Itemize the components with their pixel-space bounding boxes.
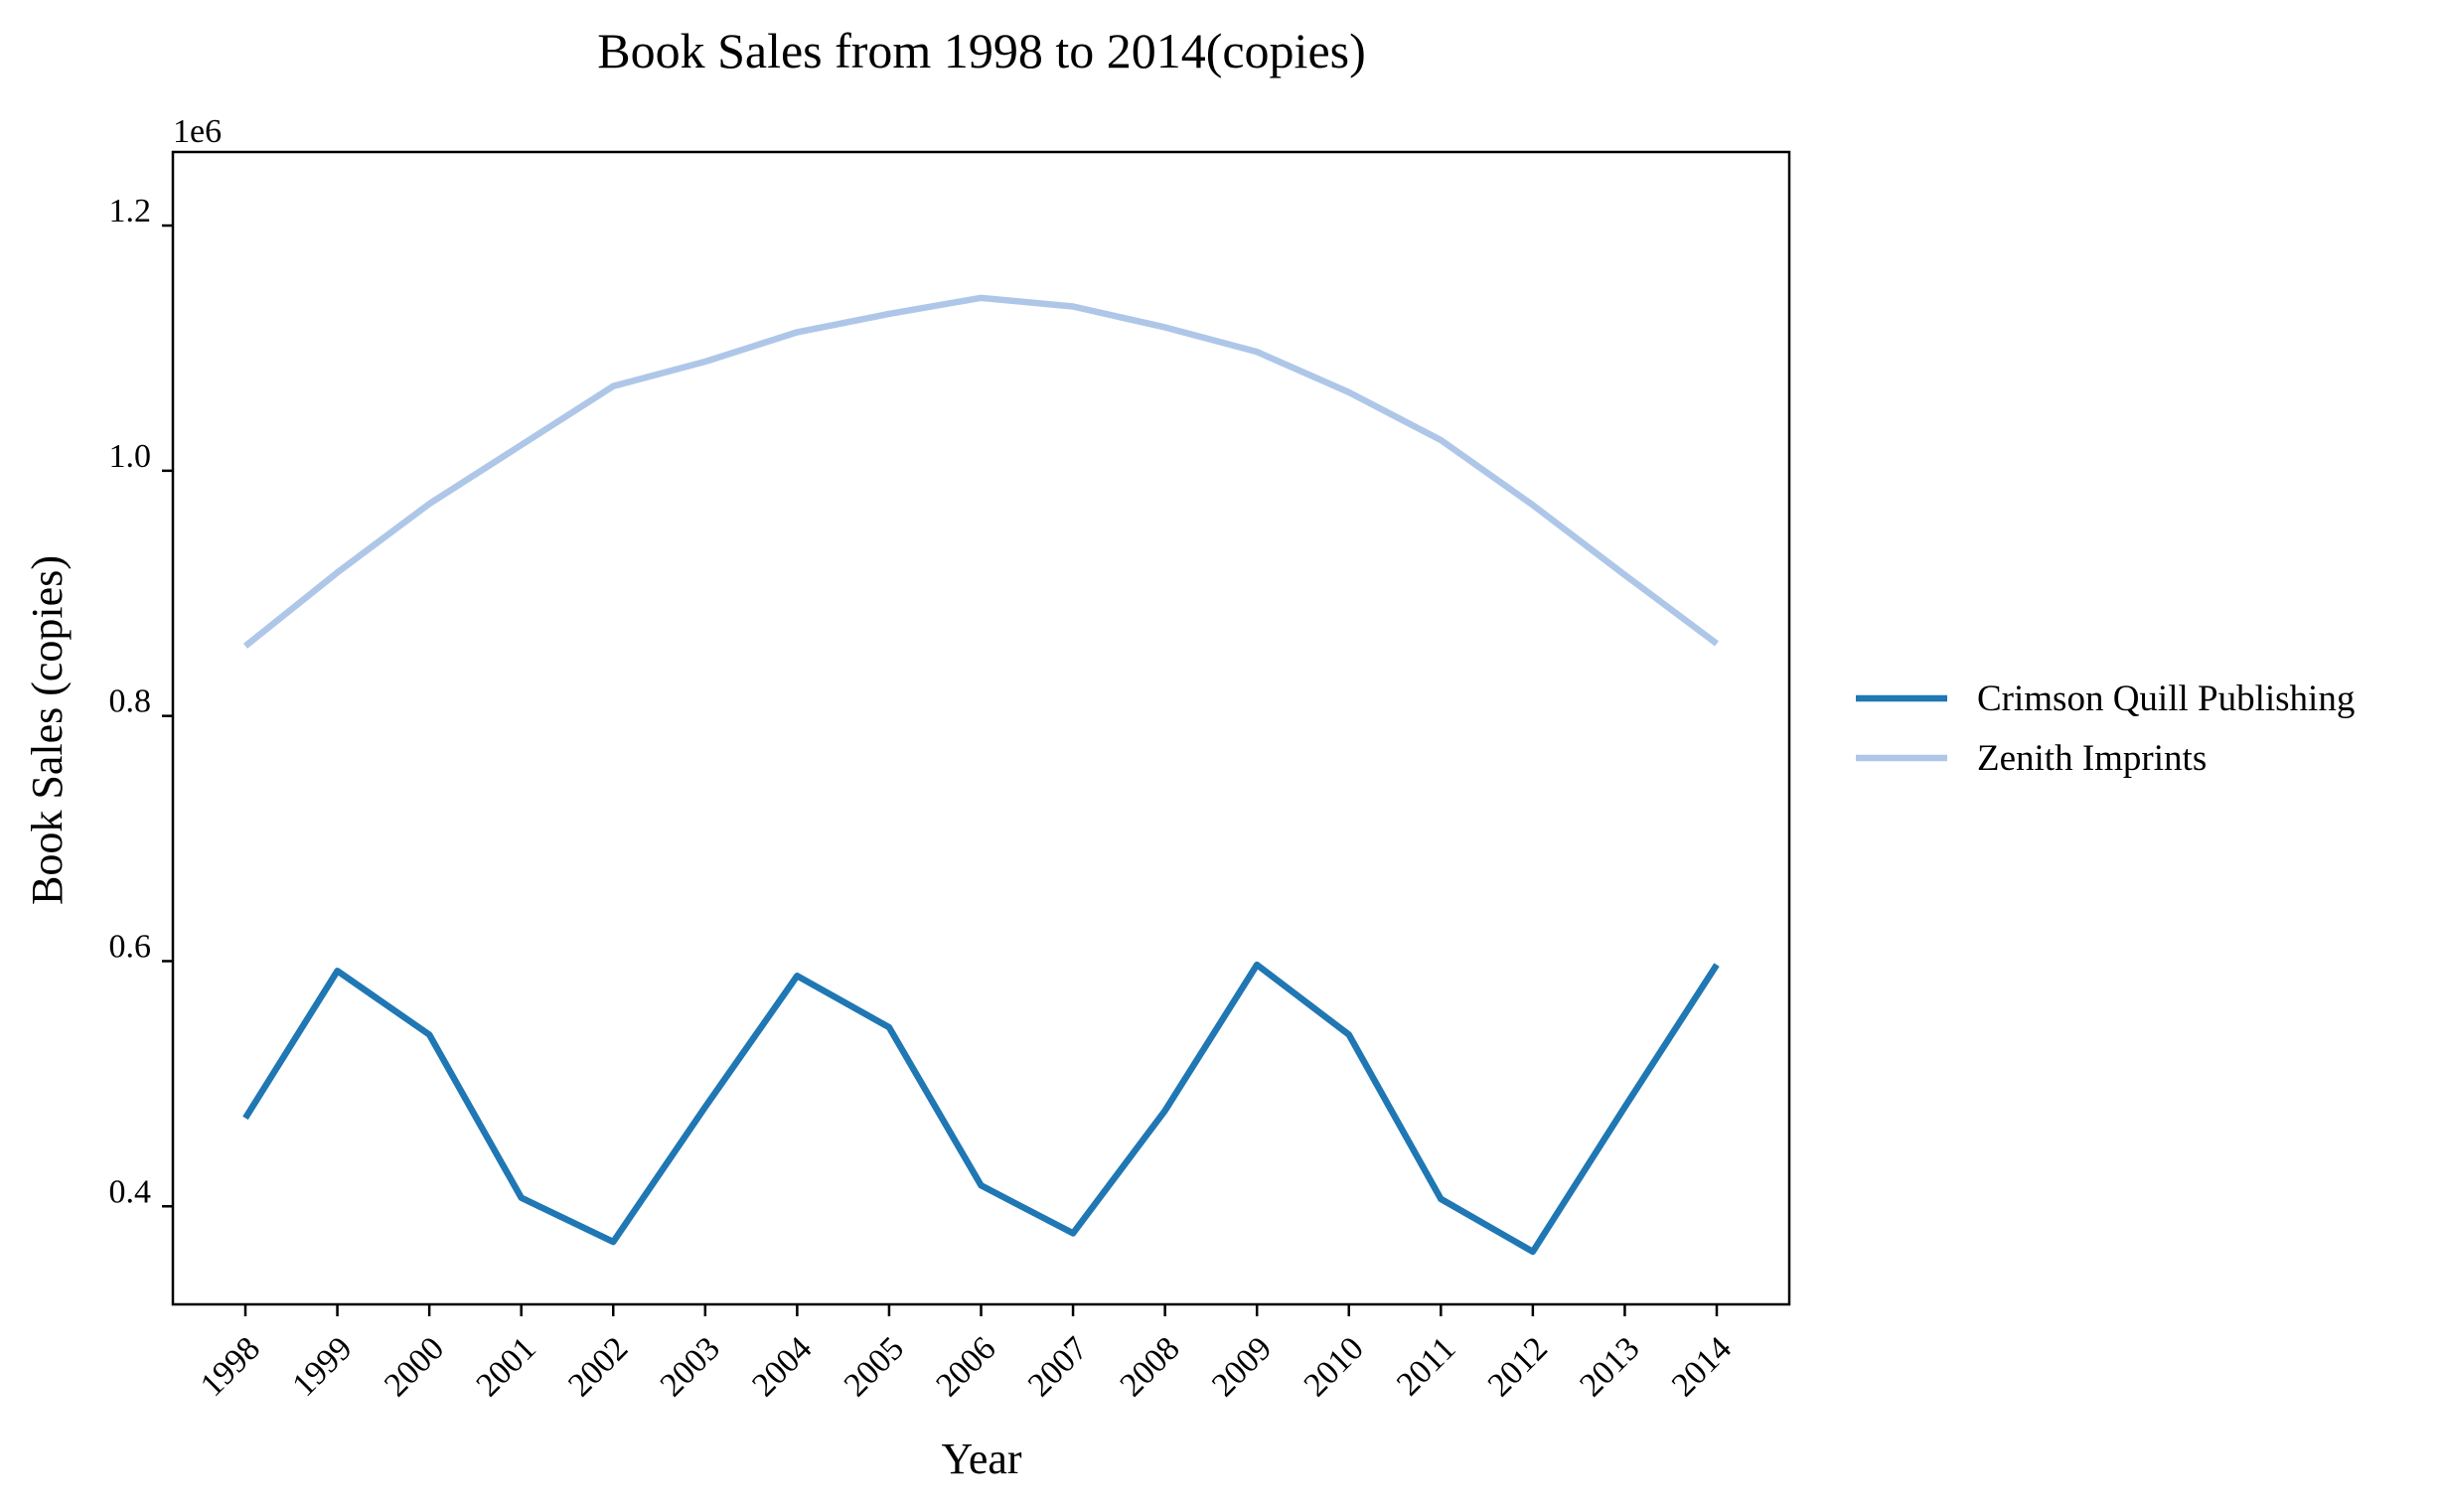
legend-label-1: Crimson Quill Publishing (1977, 679, 2355, 719)
y-tick-label-1: 0.4 (109, 1173, 152, 1210)
x-tick-label-2009: 2009 (1205, 1330, 1279, 1404)
x-tick-label-2010: 2010 (1297, 1330, 1371, 1404)
y-axis-offset-label: 1e6 (173, 113, 222, 150)
x-tick-label-2003: 2003 (654, 1330, 727, 1404)
x-tick-label-2001: 2001 (470, 1330, 543, 1404)
y-tick-label-5: 1.2 (109, 193, 152, 229)
x-tick-label-2013: 2013 (1573, 1330, 1646, 1404)
y-tick-label-3: 0.8 (109, 683, 152, 720)
x-tick-label-2011: 2011 (1390, 1330, 1462, 1403)
x-tick-label-2012: 2012 (1481, 1330, 1555, 1404)
x-tick-label-2002: 2002 (561, 1330, 635, 1404)
series-line-1 (245, 965, 1717, 1252)
series-line-2 (245, 298, 1717, 646)
y-tick-label-4: 1.0 (109, 438, 152, 475)
x-tick-label-2008: 2008 (1113, 1330, 1186, 1404)
legend: Crimson Quill Publishing Zenith Imprints (1856, 679, 2355, 779)
plot-frame (173, 152, 1789, 1304)
x-tick-label-2007: 2007 (1021, 1330, 1095, 1404)
x-tick-label-1999: 1999 (285, 1330, 359, 1404)
x-tick-label-2006: 2006 (929, 1330, 1002, 1404)
y-axis-label: Book Sales (copies) (23, 555, 72, 905)
legend-label-2: Zenith Imprints (1977, 738, 2207, 779)
x-tick-label-1998: 1998 (194, 1330, 267, 1404)
y-tick-label-2: 0.6 (109, 928, 152, 965)
chart-title: Book Sales from 1998 to 2014(copies) (597, 23, 1366, 78)
x-tick-label-2005: 2005 (838, 1330, 911, 1404)
x-tick-label-2004: 2004 (745, 1330, 819, 1404)
x-tick-label-2014: 2014 (1665, 1330, 1739, 1404)
x-tick-label-2000: 2000 (378, 1330, 451, 1404)
x-axis-label: Year (941, 1435, 1021, 1483)
